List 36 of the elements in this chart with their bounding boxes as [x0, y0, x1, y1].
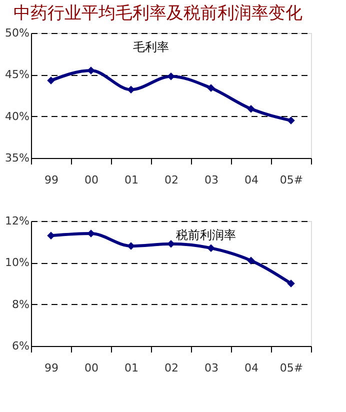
point — [287, 116, 295, 124]
x-tick-label: 00 — [84, 174, 98, 186]
x-tick-label: 00 — [84, 362, 98, 374]
point — [47, 76, 55, 84]
point — [87, 66, 95, 74]
y-tick-label: 35% — [5, 152, 30, 164]
x-tick-label: 01 — [124, 174, 138, 186]
x-tick-label: 02 — [164, 362, 178, 374]
y-tick-label: 6% — [12, 340, 30, 352]
x-tick-label: 99 — [44, 362, 58, 374]
x-tick-label: 05# — [280, 174, 304, 186]
series-label: 毛利率 — [133, 40, 169, 54]
y-tick-label: 45% — [5, 68, 30, 82]
y-tick-label: 10% — [5, 256, 30, 270]
point — [247, 256, 255, 264]
chart-title: 中药行业平均毛利率及税前利润率变化 — [14, 4, 303, 24]
x-tick-label: 99 — [44, 174, 58, 186]
x-tick-label: 04 — [244, 174, 258, 186]
y-tick-label: 40% — [5, 110, 30, 123]
point — [247, 104, 255, 113]
x-tick-label: 04 — [244, 362, 258, 374]
point — [287, 280, 295, 288]
y-tick-label: 12% — [5, 214, 30, 228]
x-tick-label: 03 — [204, 362, 218, 374]
x-tick-label: 01 — [124, 362, 138, 374]
series-label: 税前利润率 — [176, 228, 236, 242]
point — [207, 84, 215, 92]
y-tick-label: 8% — [12, 298, 30, 311]
y-tick-label: 50% — [5, 26, 30, 40]
point — [47, 232, 55, 240]
x-tick-label: 02 — [164, 174, 178, 186]
point — [127, 86, 135, 94]
x-tick-label: 03 — [204, 174, 218, 186]
point — [207, 244, 215, 252]
point — [87, 230, 95, 238]
x-tick-label: 05# — [280, 362, 304, 374]
